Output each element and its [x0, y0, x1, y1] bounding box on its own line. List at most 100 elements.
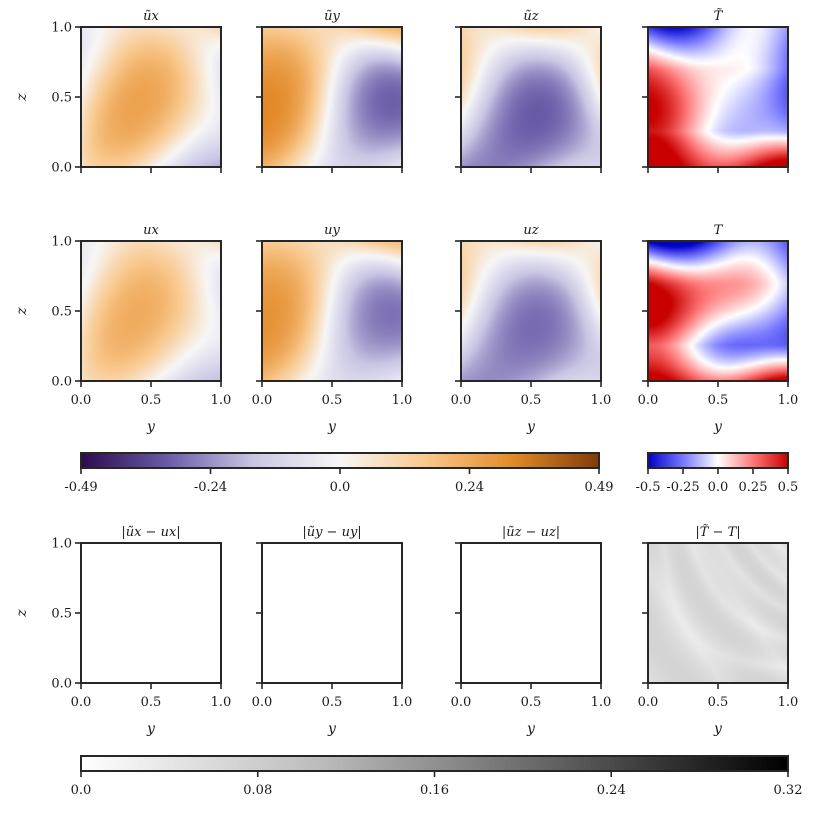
panel-r3-c2: |ũy − uy| 0.0 0.5 1.0 y: [252, 525, 413, 737]
x-tick-label: 0.0: [71, 695, 92, 710]
panel-title: |ũz − uz|: [502, 525, 560, 540]
colorbar-tick-label: 0.0: [330, 480, 351, 495]
x-tick-label: 0.0: [638, 695, 659, 710]
heatmap-image: [648, 241, 788, 381]
panel-r2-c4: T 0.0 0.5 1.0 y: [638, 223, 799, 435]
panel-r1-c3: ũz: [455, 9, 602, 173]
colorbar-tick-label: 0.49: [585, 480, 614, 495]
colorbar-tick-label: 0.0: [71, 783, 92, 798]
x-tick-label: 1.0: [392, 393, 413, 408]
y-tick-label: 0.0: [51, 161, 72, 176]
panel-title: ũx: [143, 9, 159, 24]
heatmap-image: [81, 543, 221, 683]
colorbar-tick-label: 0.16: [420, 783, 449, 798]
x-axis-label: y: [713, 721, 723, 737]
x-tick-label: 1.0: [211, 695, 232, 710]
heatmap-image: [648, 543, 788, 683]
panel-title: uz: [523, 223, 538, 238]
y-tick-label: 1.0: [51, 235, 72, 250]
heatmap-image: [81, 241, 221, 381]
panel-r2-c3: uz 0.0 0.5 1.0 y: [451, 223, 612, 435]
panel-r1-c4: T̃: [642, 8, 789, 173]
y-axis-label: z: [14, 93, 30, 102]
colorbar-error: 0.0 0.08 0.16 0.24 0.32: [71, 755, 803, 798]
panel-title: ux: [143, 223, 159, 238]
heatmap-image: [262, 543, 402, 683]
panel-r2-c2: uy 0.0 0.5 1.0 y: [252, 223, 413, 435]
x-tick-label: 1.0: [778, 695, 799, 710]
colorbar-temperature: -0.5 -0.25 0.0 0.25 0.5: [635, 452, 799, 495]
panel-title: uy: [324, 223, 340, 238]
heatmap-image: [262, 241, 402, 381]
colorbar-tick-label: 0.5: [778, 480, 799, 495]
x-axis-label: y: [327, 419, 337, 435]
y-tick-label: 0.5: [51, 91, 72, 106]
x-tick-label: 0.5: [141, 695, 162, 710]
colorbar-fill: [648, 453, 788, 468]
colorbar-tick-label: 0.24: [597, 783, 626, 798]
colorbar-tick-label: 0.24: [455, 480, 484, 495]
x-tick-label: 0.0: [71, 393, 92, 408]
x-tick-label: 0.5: [141, 393, 162, 408]
colorbar-tick-label: 0.08: [243, 783, 272, 798]
heatmap-image: [648, 27, 788, 167]
x-tick-label: 0.5: [708, 695, 729, 710]
x-tick-label: 0.5: [521, 695, 542, 710]
colorbar-tick-label: 0.25: [739, 480, 768, 495]
heatmap-image: [81, 27, 221, 167]
x-tick-label: 0.5: [322, 695, 343, 710]
colorbar-velocity: -0.49 -0.24 0.0 0.24 0.49: [64, 452, 614, 495]
colorbar-tick-label: -0.25: [666, 480, 699, 495]
x-tick-label: 0.5: [521, 393, 542, 408]
heatmap-image: [262, 27, 402, 167]
colorbar-fill: [81, 453, 599, 468]
y-tick-label: 0.0: [51, 677, 72, 692]
y-tick-label: 0.5: [51, 305, 72, 320]
colorbar-tick-label: -0.49: [64, 480, 97, 495]
panel-r3-c3: |ũz − uz| 0.0 0.5 1.0 y: [451, 525, 612, 737]
heatmap-image: [461, 241, 601, 381]
panel-r3-c4: |T̃ − T| 0.0 0.5 1.0 y: [638, 524, 799, 737]
colorbar-tick-label: 0.32: [774, 783, 803, 798]
x-axis-label: y: [713, 419, 723, 435]
x-axis-label: y: [327, 721, 337, 737]
x-tick-label: 0.5: [708, 393, 729, 408]
panel-title: |ũy − uy|: [302, 525, 361, 540]
heatmap-image: [461, 27, 601, 167]
y-tick-label: 0.0: [51, 375, 72, 390]
panel-r1-c2: ũy: [256, 9, 403, 173]
colorbar-tick-label: -0.24: [194, 480, 227, 495]
x-tick-label: 1.0: [211, 393, 232, 408]
x-tick-label: 1.0: [591, 393, 612, 408]
panel-title: |T̃ − T|: [695, 524, 740, 540]
y-axis-label: z: [14, 307, 30, 316]
x-axis-label: y: [146, 721, 156, 737]
x-tick-label: 0.5: [322, 393, 343, 408]
panel-r2-c1: ux 0.0 0.5 1.0 0.0 0.5 1.0 y z: [14, 223, 231, 435]
panel-title: T: [714, 223, 724, 238]
panel-r3-c1: |ũx − ux| 0.0 0.5 1.0 0.0 0.5 1.0 y z: [14, 525, 231, 737]
panel-r1-c1: ũx 0.0 0.5 1.0 z: [14, 9, 222, 176]
x-tick-label: 0.0: [638, 393, 659, 408]
x-tick-label: 0.0: [252, 393, 273, 408]
x-tick-label: 1.0: [591, 695, 612, 710]
x-axis-label: y: [526, 419, 536, 435]
x-tick-label: 1.0: [392, 695, 413, 710]
heatmap-image: [461, 543, 601, 683]
panel-title: T̃: [714, 8, 724, 24]
colorbar-fill: [81, 756, 788, 771]
y-axis-label: z: [14, 609, 30, 618]
panel-title: |ũx − ux|: [121, 525, 180, 540]
x-axis-label: y: [146, 419, 156, 435]
x-axis-label: y: [526, 721, 536, 737]
x-tick-label: 1.0: [778, 393, 799, 408]
colorbar-tick-label: -0.5: [635, 480, 660, 495]
y-tick-label: 1.0: [51, 537, 72, 552]
panel-title: ũy: [324, 9, 340, 24]
y-tick-label: 1.0: [51, 21, 72, 36]
x-tick-label: 0.0: [451, 393, 472, 408]
panel-title: ũz: [523, 9, 538, 24]
x-tick-label: 0.0: [451, 695, 472, 710]
